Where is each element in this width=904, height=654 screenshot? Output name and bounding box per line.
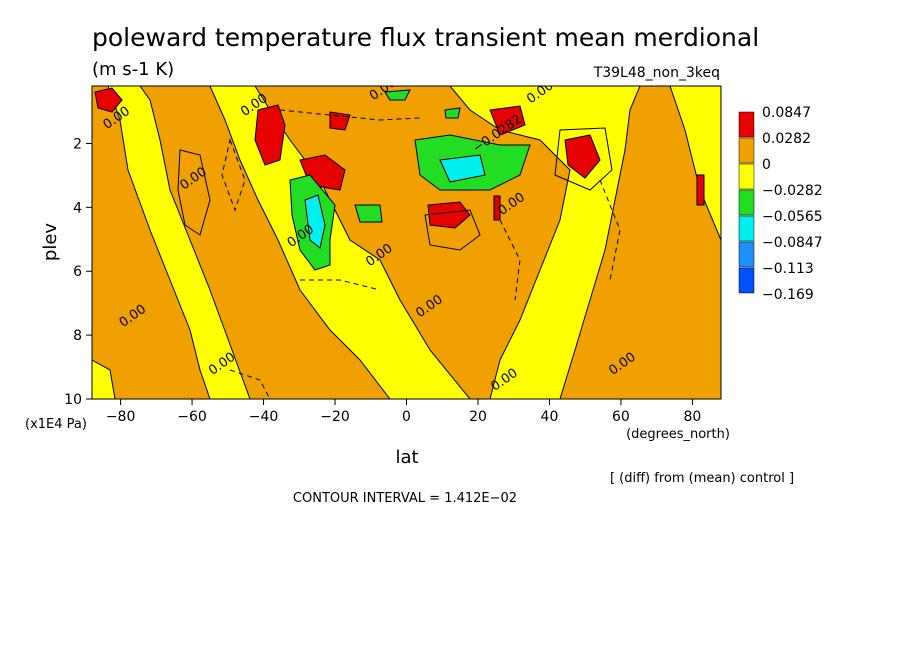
legend-swatch-5 <box>738 241 755 268</box>
diff-note: [ (diff) from (mean) control ] <box>610 471 794 486</box>
green-blob-4 <box>384 89 411 101</box>
y-axis-unit: (x1E4 Pa) <box>25 417 87 432</box>
contour-line-1 <box>177 149 211 236</box>
contour-line-2 <box>424 209 481 251</box>
x-tick-label-5: 20 <box>469 409 487 425</box>
chart-title: poleward temperature flux transient mean… <box>92 23 759 52</box>
red-blob-6 <box>427 201 471 229</box>
legend-label-7: −0.169 <box>762 287 814 303</box>
legend-label-5: −0.0847 <box>762 235 823 251</box>
cyan-blob-2 <box>439 154 486 183</box>
legend-swatch-3 <box>738 189 755 216</box>
x-tick-label-7: 60 <box>612 409 630 425</box>
run-id: T39L48_non_3keq <box>593 65 720 81</box>
x-axis-label: lat <box>395 447 418 468</box>
dashed-contour-1 <box>221 138 246 212</box>
yellow-band-polar <box>669 86 721 241</box>
legend-swatch-6 <box>738 267 755 294</box>
y-tick-label-2: 6 <box>73 264 82 280</box>
y-tick-label-4: 10 <box>64 392 82 408</box>
legend-label-1: 0.0282 <box>762 131 811 147</box>
yellow-blob-south-pole <box>92 359 116 399</box>
y-tick-label-1: 4 <box>73 200 82 216</box>
legend-label-4: −0.0565 <box>762 209 823 225</box>
legend-swatch-2 <box>738 163 755 190</box>
strong-negative-regions <box>304 154 486 249</box>
x-tick-label-3: −20 <box>320 409 350 425</box>
red-blob-5 <box>489 105 526 136</box>
x-tick-label-6: 40 <box>541 409 559 425</box>
plot-area: 0.000.000.000.000.00 0.00−0.02820.000.000… <box>92 86 721 399</box>
chart-subtitle: (m s-1 K) <box>92 59 174 80</box>
dashed-contour-6 <box>229 369 271 399</box>
dashed-contour-2 <box>279 109 421 121</box>
x-axis: −80 −60 −40 −20 0 20 40 60 80 <box>106 399 701 425</box>
y-tick-label-0: 2 <box>73 136 82 152</box>
x-axis-unit: (degrees_north) <box>626 427 730 442</box>
legend-swatch-0 <box>738 111 755 138</box>
legend-swatch-4 <box>738 215 755 242</box>
red-blob-7 <box>564 134 601 179</box>
green-blob-2 <box>354 204 383 223</box>
contour-line-3 <box>554 127 613 191</box>
legend-label-6: −0.113 <box>762 261 814 277</box>
legend-swatch-1 <box>738 137 755 164</box>
x-tick-label-1: −60 <box>177 409 207 425</box>
negative-contour-lines <box>221 109 621 399</box>
x-tick-label-4: 0 <box>402 409 411 425</box>
red-blob-1 <box>94 87 123 113</box>
contour-interval: CONTOUR INTERVAL = 1.412E−02 <box>293 491 517 506</box>
cyan-blob-1 <box>304 194 326 249</box>
green-blob-5 <box>444 107 461 119</box>
x-tick-label-2: −40 <box>249 409 279 425</box>
color-legend: 0.0847 0.0282 0 −0.0282 −0.0565 −0.0847 −0.113… <box>738 105 823 303</box>
y-axis: 2 4 6 8 10 <box>64 136 92 408</box>
y-tick-label-3: 8 <box>73 328 82 344</box>
legend-label-0: 0.0847 <box>762 105 811 121</box>
negative-regions <box>289 89 531 271</box>
dashed-contour-3 <box>300 279 381 291</box>
yellow-band-mid <box>209 86 471 399</box>
positive-contour-lines <box>92 86 721 251</box>
legend-label-3: −0.0282 <box>762 183 823 199</box>
x-tick-label-0: −80 <box>106 409 136 425</box>
red-blob-8 <box>696 174 705 206</box>
red-blob-2 <box>254 104 286 166</box>
yellow-band-south <box>107 86 251 399</box>
x-tick-label-8: 80 <box>683 409 701 425</box>
legend-label-2: 0 <box>762 157 771 173</box>
y-axis-label: plev <box>40 223 61 262</box>
